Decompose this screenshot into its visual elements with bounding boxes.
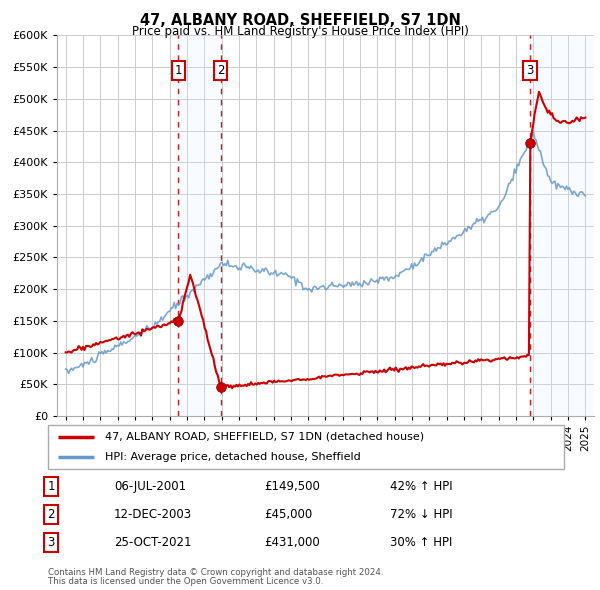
Text: 30% ↑ HPI: 30% ↑ HPI (390, 536, 452, 549)
Text: Price paid vs. HM Land Registry's House Price Index (HPI): Price paid vs. HM Land Registry's House … (131, 25, 469, 38)
Text: 1: 1 (47, 480, 55, 493)
Text: 47, ALBANY ROAD, SHEFFIELD, S7 1DN (detached house): 47, ALBANY ROAD, SHEFFIELD, S7 1DN (deta… (105, 432, 424, 442)
Text: This data is licensed under the Open Government Licence v3.0.: This data is licensed under the Open Gov… (48, 578, 323, 586)
Text: 2: 2 (217, 64, 224, 77)
Text: HPI: Average price, detached house, Sheffield: HPI: Average price, detached house, Shef… (105, 452, 361, 462)
Text: 1: 1 (175, 64, 182, 77)
Text: 06-JUL-2001: 06-JUL-2001 (114, 480, 186, 493)
Bar (178, 35, 221, 416)
Text: 47, ALBANY ROAD, SHEFFIELD, S7 1DN: 47, ALBANY ROAD, SHEFFIELD, S7 1DN (140, 13, 460, 28)
FancyBboxPatch shape (48, 425, 564, 469)
Text: £149,500: £149,500 (264, 480, 320, 493)
Text: 12-DEC-2003: 12-DEC-2003 (114, 508, 192, 521)
Text: 2: 2 (47, 508, 55, 521)
Text: 25-OCT-2021: 25-OCT-2021 (114, 536, 191, 549)
Text: 3: 3 (47, 536, 55, 549)
Text: £45,000: £45,000 (264, 508, 312, 521)
Text: 3: 3 (526, 64, 534, 77)
Text: £431,000: £431,000 (264, 536, 320, 549)
Bar (530, 35, 594, 416)
Text: 72% ↓ HPI: 72% ↓ HPI (390, 508, 452, 521)
Text: 42% ↑ HPI: 42% ↑ HPI (390, 480, 452, 493)
Text: Contains HM Land Registry data © Crown copyright and database right 2024.: Contains HM Land Registry data © Crown c… (48, 568, 383, 577)
